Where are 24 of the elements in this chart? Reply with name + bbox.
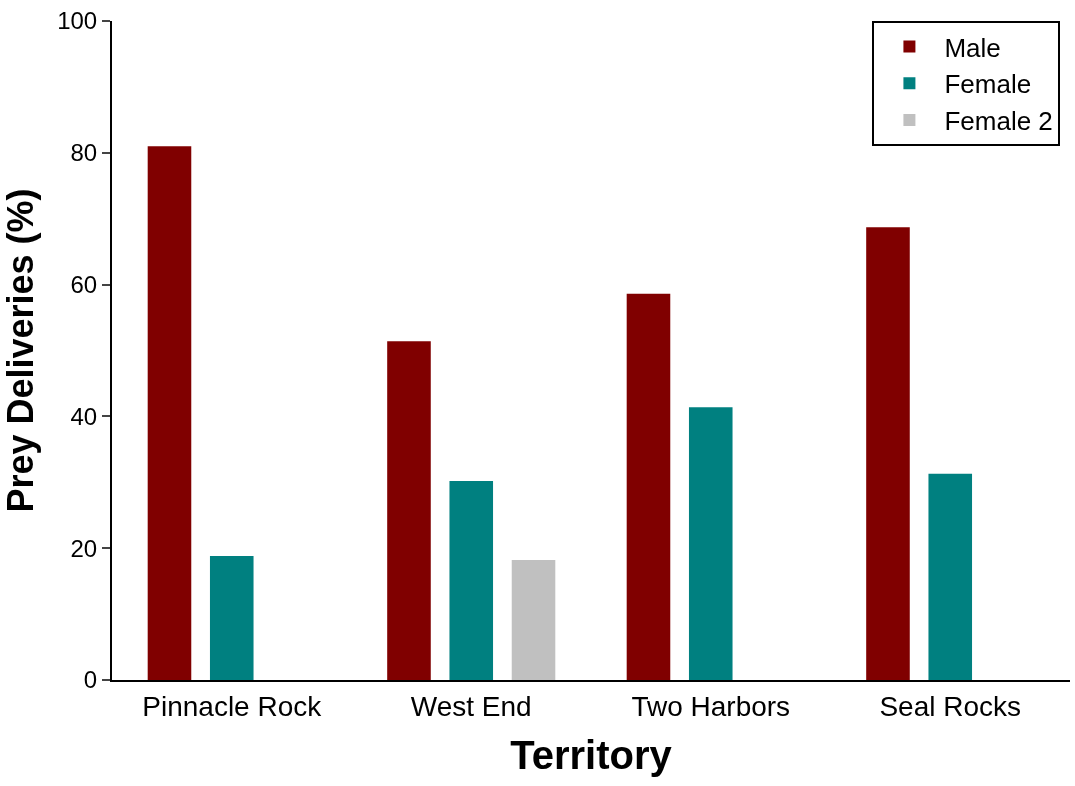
y-tick-label: 40	[70, 402, 98, 430]
legend-label: Male	[944, 32, 1001, 63]
x-axis-title: Territory	[510, 732, 673, 777]
bar	[209, 556, 254, 680]
bar	[449, 480, 494, 680]
bar	[688, 407, 733, 680]
y-tick-label: 80	[70, 139, 98, 167]
x-tick-label: Two Harbors	[631, 690, 791, 722]
bar	[387, 341, 431, 680]
y-tick-label: 20	[70, 534, 98, 562]
x-tick-label: Seal Rocks	[879, 690, 1022, 722]
y-tick-label: 60	[70, 271, 98, 298]
y-tick-label: 100	[57, 7, 98, 35]
bar	[147, 146, 192, 680]
bar	[626, 293, 671, 680]
bar	[866, 227, 910, 680]
bar	[511, 560, 556, 680]
y-axis-title: Prey Deliveries (%)	[0, 188, 41, 513]
x-tick-label: Pinnacle Rock	[142, 690, 323, 722]
x-tick-label: West End	[410, 690, 532, 722]
y-tick-label: 0	[83, 666, 98, 694]
legend-label: Female 2	[944, 106, 1053, 137]
bar	[928, 473, 973, 680]
legend-label: Female	[944, 69, 1032, 100]
